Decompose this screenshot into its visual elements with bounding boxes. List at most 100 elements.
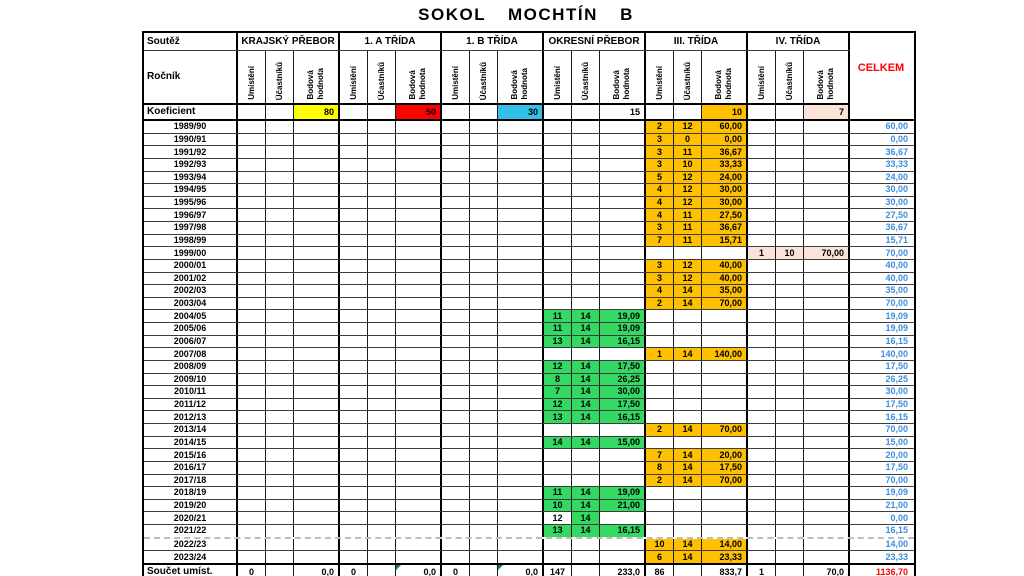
participants-cell-OKR[interactable] [572,247,600,259]
placement-cell-OKR[interactable] [544,538,572,551]
placement-cell-III[interactable] [646,323,674,335]
participants-cell-1B[interactable] [470,272,498,285]
placement-cell-1A[interactable] [340,411,368,423]
placement-cell-1A[interactable] [340,386,368,398]
placement-cell-1A[interactable] [340,360,368,373]
participants-cell-IV[interactable] [776,297,804,310]
participants-cell-1A[interactable] [368,499,396,512]
points-cell-1B[interactable] [498,234,544,247]
koef-value-KRAJ[interactable]: 80 [294,105,340,119]
placement-cell-KRAJ[interactable] [238,297,266,310]
placement-cell-KRAJ[interactable] [238,424,266,436]
points-cell-1B[interactable] [498,171,544,184]
participants-cell-KRAJ[interactable] [266,411,294,423]
placement-cell-KRAJ[interactable] [238,323,266,335]
placement-cell-III[interactable] [646,386,674,398]
subheader-participants-III[interactable]: Účastníků [674,51,702,103]
placement-cell-OKR[interactable]: 11 [544,310,572,322]
summary-value-cell[interactable]: 233,0 [600,564,646,576]
participants-cell-OKR[interactable] [572,285,600,297]
placement-cell-OKR[interactable]: 7 [544,386,572,398]
points-cell-1A[interactable] [396,272,442,285]
points-cell-IV[interactable] [804,348,850,360]
placement-cell-IV[interactable] [748,184,776,196]
placement-cell-1A[interactable] [340,449,368,461]
placement-cell-III[interactable]: 8 [646,461,674,474]
participants-cell-III[interactable]: 14 [674,285,702,297]
points-cell-KRAJ[interactable] [294,335,340,348]
participants-cell-1A[interactable] [368,449,396,461]
koef-celkem-cell[interactable] [850,105,912,119]
placement-cell-1B[interactable] [442,184,470,196]
participants-cell-III[interactable] [674,323,702,335]
year-cell[interactable]: 2015/16 [144,449,238,461]
participants-cell-KRAJ[interactable] [266,247,294,259]
participants-cell-IV[interactable] [776,310,804,322]
points-cell-III[interactable] [702,310,748,322]
placement-cell-KRAJ[interactable] [238,272,266,285]
placement-cell-1B[interactable] [442,209,470,221]
total-cell[interactable]: 15,71 [850,234,912,247]
total-cell[interactable]: 30,00 [850,386,912,398]
placement-cell-IV[interactable] [748,551,776,563]
points-cell-III[interactable]: 0,00 [702,133,748,146]
points-cell-III[interactable] [702,398,748,411]
koef-value-1A[interactable]: 50 [396,105,442,119]
participants-cell-KRAJ[interactable] [266,234,294,247]
points-cell-1A[interactable] [396,512,442,524]
participants-cell-KRAJ[interactable] [266,424,294,436]
participants-cell-OKR[interactable] [572,146,600,158]
placement-cell-1B[interactable] [442,323,470,335]
participants-cell-1B[interactable] [470,234,498,247]
points-cell-IV[interactable] [804,538,850,551]
participants-cell-IV[interactable] [776,411,804,423]
year-cell[interactable]: 2022/23 [144,538,238,551]
placement-cell-IV[interactable] [748,209,776,221]
points-cell-1A[interactable] [396,184,442,196]
points-cell-IV[interactable] [804,487,850,499]
placement-cell-III[interactable] [646,487,674,499]
placement-cell-1A[interactable] [340,310,368,322]
points-cell-1A[interactable] [396,121,442,133]
placement-cell-III[interactable]: 4 [646,209,674,221]
points-cell-1B[interactable] [498,247,544,259]
competition-header-III[interactable]: III. TŘÍDA [646,33,748,50]
points-cell-1B[interactable] [498,121,544,133]
points-cell-KRAJ[interactable] [294,209,340,221]
placement-cell-IV[interactable] [748,259,776,272]
placement-cell-1A[interactable] [340,348,368,360]
participants-cell-KRAJ[interactable] [266,398,294,411]
koef-value-1B[interactable]: 30 [498,105,544,119]
points-cell-1B[interactable] [498,133,544,146]
participants-cell-KRAJ[interactable] [266,272,294,285]
points-cell-III[interactable] [702,373,748,386]
participants-cell-OKR[interactable] [572,196,600,209]
points-cell-III[interactable]: 70,00 [702,474,748,487]
points-cell-IV[interactable] [804,196,850,209]
points-cell-OKR[interactable] [600,538,646,551]
participants-cell-IV[interactable] [776,158,804,171]
total-cell[interactable]: 33,33 [850,158,912,171]
participants-cell-III[interactable]: 0 [674,133,702,146]
points-cell-1B[interactable] [498,196,544,209]
participants-cell-OKR[interactable] [572,272,600,285]
points-cell-1A[interactable] [396,551,442,563]
placement-cell-IV[interactable] [748,335,776,348]
participants-cell-KRAJ[interactable] [266,538,294,551]
participants-cell-1A[interactable] [368,474,396,487]
total-cell[interactable]: 19,09 [850,487,912,499]
participants-cell-1B[interactable] [470,525,498,537]
placement-cell-III[interactable] [646,436,674,449]
points-cell-IV[interactable] [804,360,850,373]
participants-cell-1A[interactable] [368,348,396,360]
placement-cell-1B[interactable] [442,259,470,272]
points-cell-OKR[interactable] [600,551,646,563]
total-cell[interactable]: 0,00 [850,133,912,146]
participants-cell-1B[interactable] [470,285,498,297]
participants-cell-III[interactable]: 14 [674,348,702,360]
placement-cell-1A[interactable] [340,474,368,487]
points-cell-1A[interactable] [396,449,442,461]
placement-cell-OKR[interactable] [544,222,572,234]
summary-value-cell[interactable]: 86 [646,564,674,576]
placement-cell-IV[interactable] [748,310,776,322]
